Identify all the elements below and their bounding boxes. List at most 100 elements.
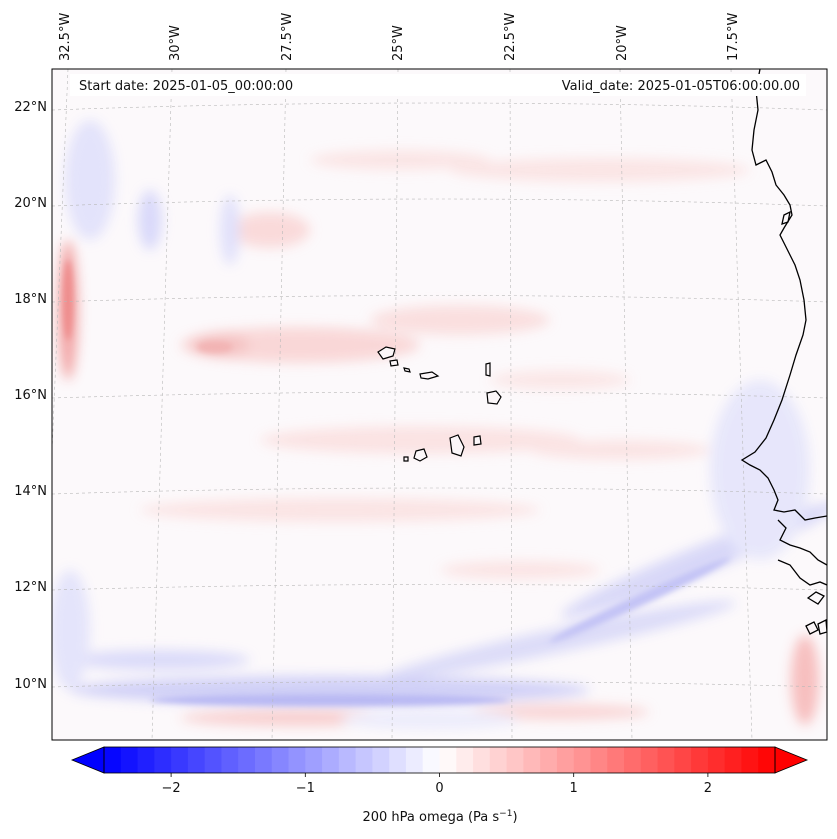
omega-field <box>52 120 827 730</box>
island-boa-vista <box>486 390 502 405</box>
colorbar-tick-label: 0 <box>435 781 443 796</box>
colorbar-segment <box>305 747 323 773</box>
colorbar: −2 −1 0 1 2 200 hPa omega (Pa s−1) <box>70 746 809 825</box>
lat-label: 22°N <box>14 100 47 115</box>
colorbar-segment <box>607 747 625 773</box>
colorbar-segment <box>204 747 223 773</box>
coastline-guinea-bissau <box>777 559 827 586</box>
colorbar-segment <box>640 747 659 773</box>
colorbar-segment <box>137 747 155 773</box>
colorbar-segment <box>238 747 256 773</box>
colorbar-segment <box>573 747 592 773</box>
lon-label: 25°W <box>391 25 406 61</box>
colorbar-segment <box>707 747 726 773</box>
colorbar-ticks: −2 −1 0 1 2 <box>162 773 712 796</box>
longitude-labels: 32.5°W 30°W 27.5°W 25°W 22.5°W 20°W 17.5… <box>58 13 741 61</box>
colorbar-segment <box>154 747 172 773</box>
lat-label: 10°N <box>14 677 47 692</box>
colorbar-segment <box>540 747 558 773</box>
colorbar-label-main: 200 hPa omega (Pa s <box>362 810 499 825</box>
gridline-lon-20 <box>619 69 633 740</box>
colorbar-segment <box>422 747 441 773</box>
colorbar-segment <box>372 747 390 773</box>
coastline-senegal <box>740 69 827 521</box>
island-bijagos-2 <box>805 621 819 635</box>
coast-bay-island <box>781 210 791 225</box>
colorbar-segments <box>104 747 776 773</box>
island-sal <box>485 362 491 377</box>
gridline-lat-18 <box>52 295 827 303</box>
colorbar-segment <box>389 747 407 773</box>
colorbar-tick-label: −2 <box>162 781 181 796</box>
lat-label: 14°N <box>14 484 47 499</box>
colorbar-segment <box>439 747 457 773</box>
colorbar-segment <box>355 747 374 773</box>
header-banner <box>70 74 806 96</box>
colorbar-segment <box>657 747 675 773</box>
colorbar-segment <box>221 747 239 773</box>
island-maio <box>473 435 482 446</box>
colorbar-tick-label: 1 <box>570 781 578 796</box>
latitude-labels: 22°N 20°N 18°N 16°N 14°N 12°N 10°N <box>14 100 47 692</box>
valid-date-label: Valid_date: 2025-01-05T06:00:00.00 <box>562 79 800 94</box>
colorbar-tick-label: −1 <box>296 781 315 796</box>
colorbar-segment <box>523 747 541 773</box>
gridline-lon-22-5 <box>509 69 513 740</box>
colorbar-segment <box>473 747 491 773</box>
lat-label: 16°N <box>14 388 47 403</box>
lat-label: 12°N <box>14 580 47 595</box>
colorbar-segment <box>758 747 776 773</box>
lon-label: 20°W <box>615 25 630 61</box>
island-bijagos-3 <box>817 618 827 635</box>
lon-label: 17.5°W <box>726 13 741 61</box>
colorbar-extend-high <box>774 746 809 774</box>
island-santa-luzia <box>403 367 411 373</box>
colorbar-segment <box>489 747 508 773</box>
island-brava <box>403 456 409 462</box>
colorbar-segment <box>590 747 608 773</box>
lon-label: 30°W <box>168 25 183 61</box>
colorbar-segment <box>405 747 424 773</box>
island-santiago <box>449 434 465 457</box>
island-sao-vicente <box>389 359 399 367</box>
island-sao-nicolau <box>419 371 440 380</box>
gridline-lat-22 <box>52 102 827 111</box>
start-date-label: Start date: 2025-01-05_00:00:00 <box>79 79 293 94</box>
colorbar-label: 200 hPa omega (Pa s−1) <box>362 809 517 825</box>
colorbar-label-exponent: −1 <box>499 809 512 819</box>
colorbar-segment <box>674 747 692 773</box>
map-frame <box>51 68 828 741</box>
lat-label: 18°N <box>14 292 47 307</box>
colorbar-extend-low <box>70 746 105 774</box>
colorbar-segment <box>187 747 206 773</box>
map-background <box>52 69 827 740</box>
gridline-lat-12 <box>52 584 827 591</box>
island-fogo <box>413 448 428 462</box>
gridline-lat-20 <box>52 198 827 207</box>
gridline-lat-16 <box>52 391 827 399</box>
colorbar-segment <box>254 747 273 773</box>
gridlines <box>52 69 827 740</box>
island-bijagos-1 <box>806 591 825 605</box>
coastline-gambia <box>777 519 827 566</box>
map-panel: Start date: 2025-01-05_00:00:00 Valid_da… <box>52 69 827 740</box>
lon-label: 32.5°W <box>58 13 73 61</box>
colorbar-segment <box>741 747 759 773</box>
colorbar-tick-label: 2 <box>704 781 712 796</box>
gridline-lon-30 <box>151 69 173 740</box>
gridline-lon-25 <box>391 69 399 740</box>
colorbar-segment <box>171 747 189 773</box>
colorbar-segment <box>120 747 139 773</box>
colorbar-label-close: ) <box>512 810 517 825</box>
lat-label: 20°N <box>14 196 47 211</box>
colorbar-segment <box>506 747 524 773</box>
lon-label: 22.5°W <box>503 13 518 61</box>
colorbar-segment <box>288 747 306 773</box>
island-santo-antao <box>377 346 396 360</box>
colorbar-segment <box>271 747 290 773</box>
colorbar-segment <box>556 747 575 773</box>
gridline-lon-27-5 <box>271 69 287 740</box>
lon-label: 27.5°W <box>280 13 295 61</box>
colorbar-segment <box>456 747 474 773</box>
